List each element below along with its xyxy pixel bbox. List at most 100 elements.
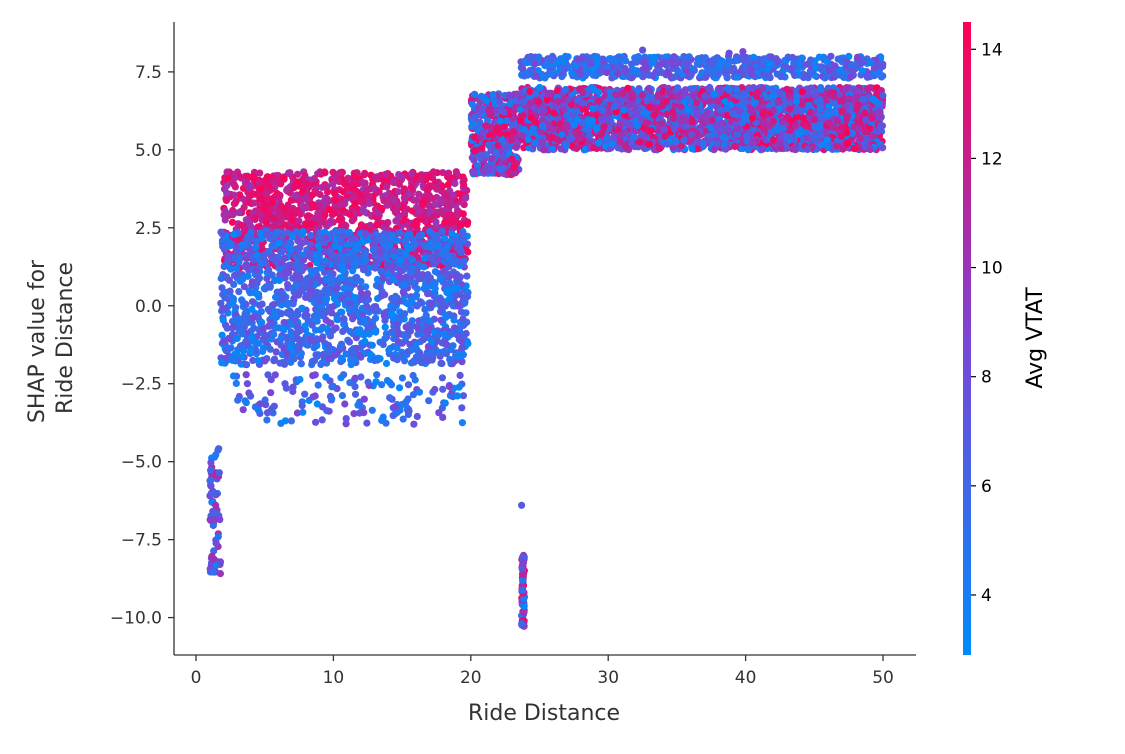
data-point bbox=[457, 372, 464, 379]
data-point bbox=[296, 376, 303, 383]
data-point bbox=[227, 288, 234, 295]
data-point bbox=[392, 293, 399, 300]
data-point bbox=[210, 556, 217, 563]
data-point bbox=[401, 186, 408, 193]
data-point bbox=[263, 189, 270, 196]
data-point bbox=[287, 247, 294, 254]
data-point bbox=[223, 273, 230, 280]
data-point bbox=[276, 277, 283, 284]
data-point bbox=[422, 243, 429, 250]
data-point bbox=[329, 303, 336, 310]
data-point bbox=[441, 348, 448, 355]
data-point bbox=[301, 391, 308, 398]
data-point bbox=[351, 294, 358, 301]
data-point bbox=[472, 147, 479, 154]
data-point bbox=[240, 406, 247, 413]
data-point bbox=[315, 382, 322, 389]
data-point bbox=[314, 400, 321, 407]
data-point bbox=[503, 144, 510, 151]
data-point bbox=[459, 419, 466, 426]
data-point bbox=[270, 357, 277, 364]
data-point bbox=[384, 271, 391, 278]
data-point bbox=[243, 371, 250, 378]
data-point bbox=[366, 331, 373, 338]
data-point bbox=[302, 294, 309, 301]
data-point bbox=[244, 310, 251, 317]
data-point bbox=[403, 398, 410, 405]
data-point bbox=[243, 262, 250, 269]
data-point bbox=[215, 533, 222, 540]
data-point bbox=[281, 255, 288, 262]
data-point bbox=[361, 208, 368, 215]
data-point bbox=[342, 350, 349, 357]
data-point bbox=[426, 184, 433, 191]
data-point bbox=[259, 260, 266, 267]
data-point bbox=[288, 261, 295, 268]
data-point bbox=[320, 219, 327, 226]
data-point bbox=[281, 380, 288, 387]
data-point bbox=[223, 190, 230, 197]
data-point bbox=[223, 182, 230, 189]
scatter-points bbox=[206, 47, 886, 630]
data-point bbox=[359, 179, 366, 186]
data-point bbox=[455, 303, 462, 310]
data-point bbox=[361, 338, 368, 345]
data-point bbox=[264, 173, 271, 180]
data-point bbox=[319, 416, 326, 423]
data-point bbox=[360, 409, 367, 416]
data-point bbox=[470, 157, 477, 164]
data-point bbox=[500, 109, 507, 116]
data-point bbox=[287, 320, 294, 327]
data-point bbox=[340, 285, 347, 292]
data-point bbox=[371, 264, 378, 271]
data-point bbox=[210, 490, 217, 497]
data-point bbox=[288, 417, 295, 424]
data-point bbox=[308, 241, 315, 248]
data-point bbox=[313, 251, 320, 258]
data-point bbox=[436, 209, 443, 216]
data-point bbox=[296, 327, 303, 334]
data-point bbox=[381, 317, 388, 324]
data-point bbox=[290, 300, 297, 307]
data-point bbox=[506, 100, 513, 107]
data-point bbox=[413, 221, 420, 228]
data-point bbox=[270, 215, 277, 222]
data-point bbox=[277, 212, 284, 219]
data-point bbox=[329, 169, 336, 176]
data-point bbox=[272, 258, 279, 265]
data-point bbox=[390, 247, 397, 254]
data-point bbox=[347, 235, 354, 242]
data-point bbox=[457, 353, 464, 360]
data-point bbox=[374, 210, 381, 217]
data-point bbox=[211, 516, 218, 523]
data-point bbox=[419, 200, 426, 207]
data-point bbox=[255, 179, 262, 186]
data-point bbox=[434, 330, 441, 337]
data-point bbox=[369, 407, 376, 414]
data-point bbox=[301, 313, 308, 320]
data-point bbox=[350, 185, 357, 192]
data-point bbox=[321, 183, 328, 190]
data-point bbox=[389, 232, 396, 239]
data-point bbox=[342, 247, 349, 254]
data-point bbox=[395, 188, 402, 195]
data-point bbox=[485, 107, 492, 114]
data-point bbox=[264, 232, 271, 239]
data-point bbox=[449, 330, 456, 337]
data-point bbox=[321, 168, 328, 175]
data-point bbox=[360, 266, 367, 273]
data-point bbox=[240, 320, 247, 327]
data-point bbox=[272, 325, 279, 332]
data-point bbox=[440, 189, 447, 196]
data-point bbox=[249, 191, 256, 198]
data-point bbox=[300, 229, 307, 236]
data-point bbox=[249, 298, 256, 305]
data-point bbox=[464, 248, 471, 255]
data-point bbox=[413, 353, 420, 360]
data-point bbox=[247, 393, 254, 400]
data-point bbox=[405, 245, 412, 252]
data-point bbox=[253, 290, 260, 297]
data-point bbox=[506, 92, 513, 99]
data-point bbox=[251, 199, 258, 206]
data-point bbox=[424, 290, 431, 297]
